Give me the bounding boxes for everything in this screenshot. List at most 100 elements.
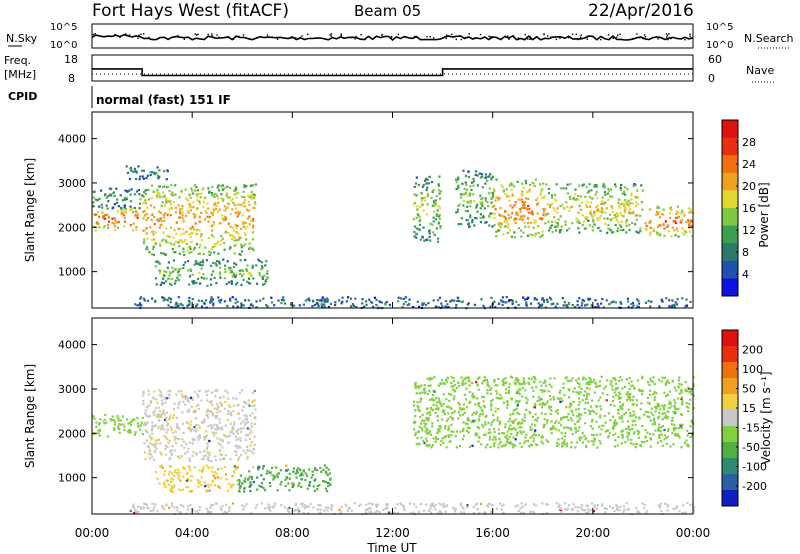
velocity-cell xyxy=(678,436,681,439)
velocity-cell xyxy=(674,408,677,411)
power-cell xyxy=(181,217,184,220)
velocity-cell xyxy=(215,415,218,418)
power-cell xyxy=(612,231,615,234)
power-cell xyxy=(264,279,268,282)
noise-search-point xyxy=(666,34,669,37)
power-cell xyxy=(676,216,679,219)
power-cell xyxy=(334,301,337,304)
velocity-cell xyxy=(516,411,519,414)
power-cell xyxy=(559,215,562,218)
velocity-cell xyxy=(627,396,630,399)
power-cell xyxy=(194,213,197,216)
velocity-cell xyxy=(153,410,156,413)
velocity-cell xyxy=(430,408,433,411)
power-cell xyxy=(479,202,483,205)
power-cell xyxy=(189,235,192,239)
velocity-cell xyxy=(525,433,528,436)
power-cell xyxy=(655,210,659,213)
velocity-cell xyxy=(480,408,483,412)
power-cell xyxy=(114,229,117,232)
velocity-cell xyxy=(414,384,417,387)
velocity-cell xyxy=(409,512,413,515)
power-cell xyxy=(426,178,429,181)
velocity-cell xyxy=(549,413,552,416)
velocity-cell xyxy=(568,396,571,399)
power-cell xyxy=(598,216,601,219)
velocity-cell xyxy=(358,504,361,507)
power-cell xyxy=(540,218,544,221)
velocity-cell xyxy=(449,415,452,418)
power-cell xyxy=(157,191,160,194)
velocity-cell xyxy=(483,406,487,409)
power-cell xyxy=(355,306,358,309)
power-cell xyxy=(210,264,213,267)
velocity-cell xyxy=(519,430,522,433)
velocity-cell xyxy=(154,470,157,474)
power-cell xyxy=(607,223,610,226)
power-cell xyxy=(231,296,234,299)
velocity-cell xyxy=(556,409,559,412)
velocity-cell xyxy=(233,465,236,468)
velocity-cell xyxy=(489,388,492,391)
power-cell xyxy=(135,214,138,217)
velocity-cell xyxy=(577,377,580,380)
velocity-cell xyxy=(116,415,119,418)
velocity-cell xyxy=(223,465,226,468)
velocity-cell xyxy=(580,436,583,439)
power-cell xyxy=(194,189,197,192)
power-cell xyxy=(491,225,494,228)
power-cell xyxy=(655,213,658,216)
power-cell xyxy=(240,275,244,278)
velocity-cell xyxy=(542,402,546,406)
velocity-cell xyxy=(242,449,245,452)
noise-search-point xyxy=(547,35,549,37)
power-cell xyxy=(137,213,140,216)
velocity-cell xyxy=(420,398,423,401)
velocity-cell xyxy=(174,430,177,433)
velocity-cell xyxy=(142,506,145,509)
power-cell xyxy=(264,280,267,283)
velocity-cell xyxy=(210,483,213,486)
velocity-cell xyxy=(620,442,623,445)
velocity-cell xyxy=(447,392,450,395)
velocity-cell xyxy=(652,433,655,436)
power-cell xyxy=(270,296,273,299)
power-cell xyxy=(123,216,126,219)
power-cell xyxy=(138,178,141,181)
velocity-cell xyxy=(159,414,162,417)
velocity-cell xyxy=(153,443,156,446)
power-cell xyxy=(164,298,167,301)
power-cell xyxy=(123,206,126,209)
power-cell xyxy=(233,239,236,242)
power-cell xyxy=(583,299,586,302)
velocity-cell xyxy=(556,412,559,415)
power-cell xyxy=(164,253,167,256)
power-cell xyxy=(470,201,473,204)
power-cell xyxy=(437,299,440,302)
velocity-cell xyxy=(327,481,330,485)
power-cell xyxy=(586,205,589,208)
power-cell xyxy=(688,211,691,214)
velocity-cell xyxy=(248,404,251,407)
velocity-cell xyxy=(461,383,464,386)
noise-search-point xyxy=(211,33,213,35)
power-cell xyxy=(543,208,546,211)
power-cell xyxy=(648,221,651,224)
power-cell xyxy=(155,171,158,175)
velocity-cell xyxy=(274,466,278,469)
velocity-cell xyxy=(219,443,222,446)
power-cell xyxy=(151,230,154,233)
velocity-cell xyxy=(241,389,244,392)
velocity-cell xyxy=(99,418,102,421)
power-cell xyxy=(94,213,97,217)
power-cell xyxy=(375,304,378,307)
power-cell xyxy=(486,201,489,204)
velocity-cell xyxy=(413,503,416,506)
power-cell xyxy=(179,212,182,215)
power-cell xyxy=(183,253,186,257)
velocity-cell xyxy=(586,392,589,395)
power-cell xyxy=(185,242,188,246)
power-cell xyxy=(165,197,168,200)
power-cell xyxy=(188,283,191,286)
power-cell xyxy=(246,217,249,220)
